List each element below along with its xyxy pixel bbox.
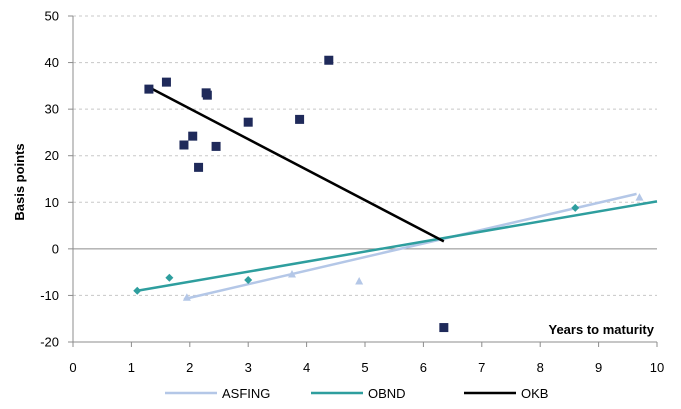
trend-line-obnd [137, 200, 658, 293]
legend-label-asfing: ASFING [222, 386, 270, 401]
x-tick-label: 6 [420, 360, 427, 375]
y-tick-label: 0 [52, 241, 59, 256]
point-obnd [165, 273, 174, 282]
y-tick-label: 40 [45, 55, 59, 70]
x-tick-label: 3 [245, 360, 252, 375]
point-asfing [182, 293, 191, 301]
y-tick-label: 10 [45, 195, 59, 210]
point-okb [202, 90, 212, 100]
point-obnd [133, 286, 142, 295]
point-obnd [571, 203, 580, 212]
x-tick-label: 0 [69, 360, 76, 375]
point-okb [194, 162, 204, 172]
point-okb [211, 141, 221, 151]
y-axis-label: Basis points [12, 143, 27, 220]
point-okb [161, 77, 171, 87]
y-tick-label: 20 [45, 148, 59, 163]
point-asfing [288, 269, 296, 278]
point-asfing [355, 276, 364, 285]
trend-line-asfing [183, 192, 637, 301]
legend-label-obnd: OBND [368, 386, 406, 401]
point-okb [144, 84, 154, 94]
legend: ASFING OBND OKB [165, 386, 548, 401]
x-tick-label: 10 [650, 360, 664, 375]
data-points [133, 55, 644, 333]
y-tick-label: -10 [40, 288, 59, 303]
x-axis-label: Years to maturity [549, 322, 655, 337]
trend-line-okb [148, 86, 445, 243]
point-okb [439, 323, 449, 333]
y-tick-label: -20 [40, 335, 59, 350]
x-tick-label: 4 [303, 360, 310, 375]
x-tick-label: 2 [186, 360, 193, 375]
x-tick-label: 5 [361, 360, 368, 375]
x-tick-label: 7 [478, 360, 485, 375]
point-okb [243, 117, 253, 127]
tick-labels: -20 -10 0 10 20 30 40 50 0 1 2 3 4 5 6 7 8 9 10 [40, 9, 664, 376]
point-okb [188, 131, 198, 141]
point-okb [295, 114, 305, 124]
point-asfing [635, 193, 644, 201]
legend-label-okb: OKB [521, 386, 548, 401]
point-okb [324, 55, 334, 65]
point-okb [179, 140, 189, 150]
x-tick-label: 8 [537, 360, 544, 375]
y-tick-label: 50 [45, 9, 59, 24]
point-obnd [244, 276, 253, 285]
y-tick-label: 30 [45, 102, 59, 117]
axes [68, 15, 658, 347]
x-tick-label: 1 [128, 360, 135, 375]
x-tick-label: 9 [595, 360, 602, 375]
grid-lines [73, 15, 657, 343]
trend-lines [137, 86, 658, 301]
